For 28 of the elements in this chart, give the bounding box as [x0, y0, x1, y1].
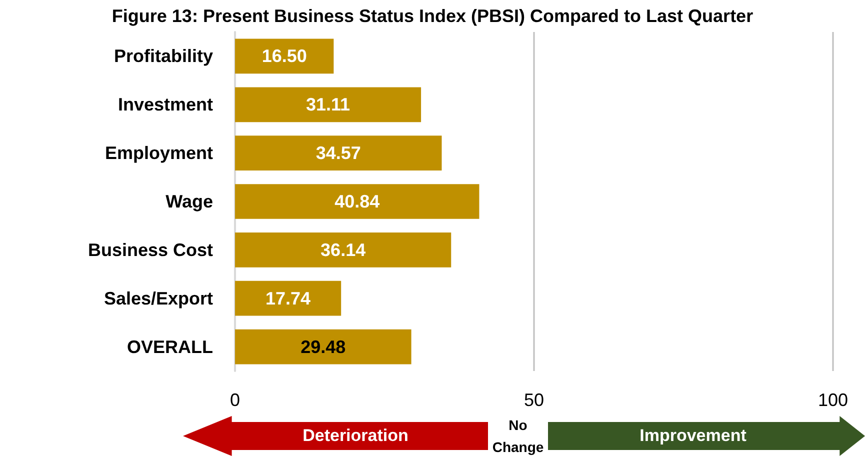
chart-title: Figure 13: Present Business Status Index (PBSI) Compared to Last Quarter — [112, 6, 754, 26]
bar — [235, 232, 452, 268]
data-label: 36.14 — [320, 240, 366, 260]
data-label: 29.48 — [300, 336, 346, 357]
bar — [235, 87, 422, 122]
x-tick-label: 50 — [524, 390, 544, 410]
text: No Change — [491, 416, 545, 457]
data-label: 16.50 — [262, 46, 307, 66]
text: Improvement — [640, 426, 746, 446]
y-tick-label: Wage — [166, 192, 213, 212]
y-tick-label: Investment — [118, 94, 213, 115]
data-label: 34.57 — [316, 143, 361, 164]
y-tick-label: OVERALL — [126, 336, 213, 357]
y-tick-label: Profitability — [114, 46, 213, 66]
bar — [235, 136, 442, 171]
text: Deterioration — [302, 426, 408, 446]
bar — [235, 329, 412, 364]
y-tick-label: Employment — [104, 143, 213, 164]
y-tick-label: Business Cost — [88, 240, 213, 260]
x-tick-label: 0 — [230, 390, 240, 410]
data-label: 40.84 — [334, 192, 380, 212]
bar — [235, 280, 342, 316]
x-tick-label: 100 — [818, 390, 848, 410]
y-tick-label: Sales/Export — [104, 288, 214, 308]
bar — [235, 184, 480, 219]
data-label: 17.74 — [266, 288, 311, 308]
data-label: 31.11 — [306, 94, 350, 115]
bar — [235, 38, 334, 74]
